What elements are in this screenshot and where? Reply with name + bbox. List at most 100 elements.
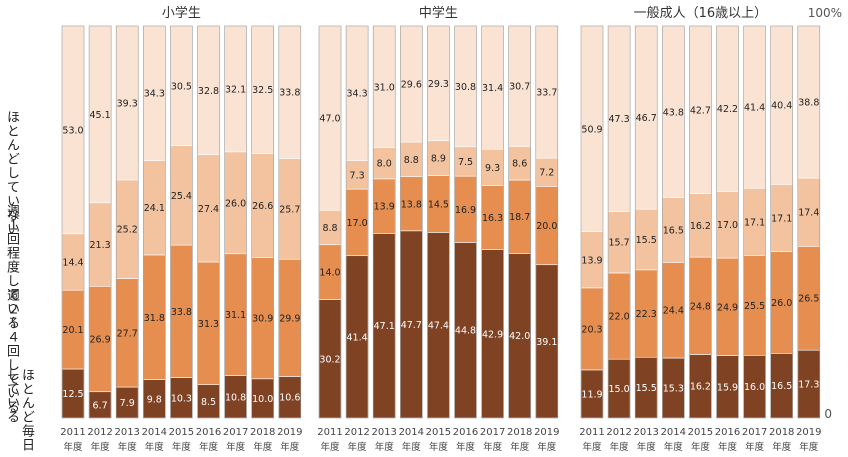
data-label: 8.0	[377, 159, 392, 170]
bar-outline	[143, 25, 166, 419]
tick-label-year: 2011	[317, 427, 342, 438]
data-label: 34.3	[144, 89, 165, 100]
data-label: 16.9	[455, 205, 476, 216]
data-label: 7.3	[350, 170, 365, 181]
legend-label-nearly-none: ほとんどしていない	[4, 110, 19, 236]
data-label: 10.3	[171, 393, 192, 404]
data-label: 34.3	[347, 89, 368, 100]
tick-label-suffix: 年度	[402, 441, 422, 453]
tick-label-year: 2012	[344, 427, 369, 438]
bar-outline	[345, 25, 369, 419]
bar-outline	[278, 25, 302, 419]
data-label: 17.3	[798, 380, 819, 391]
panel-title: 小学生	[162, 5, 201, 21]
tick-label-suffix: 年度	[429, 441, 449, 453]
bar-outline	[224, 25, 247, 419]
data-label: 10.0	[252, 394, 273, 405]
data-label: 32.5	[252, 85, 273, 96]
data-label: 32.1	[225, 84, 246, 95]
tick-label-year: 2011	[579, 427, 604, 438]
data-label: 16.2	[690, 221, 711, 232]
tick-label-year: 2014	[661, 427, 686, 438]
data-label: 30.9	[252, 314, 273, 325]
data-label: 26.0	[771, 298, 792, 309]
data-label: 29.3	[428, 79, 449, 90]
bar-outline	[454, 25, 477, 419]
data-label: 17.1	[744, 217, 765, 228]
tick-label-suffix: 年度	[456, 441, 476, 453]
tick-label-suffix: 年度	[348, 441, 368, 453]
data-label: 53.0	[62, 125, 83, 136]
data-label: 33.8	[279, 88, 300, 99]
tick-label-suffix: 年度	[483, 441, 503, 453]
data-label: 24.1	[144, 203, 165, 214]
data-label: 25.4	[171, 191, 192, 202]
tick-label-suffix: 年度	[172, 441, 192, 453]
tick-label-year: 2016	[453, 427, 478, 438]
tick-label-suffix: 年度	[799, 441, 819, 453]
data-label: 17.0	[347, 218, 368, 229]
data-label: 30.8	[455, 82, 476, 93]
data-label: 8.6	[512, 159, 527, 170]
data-label: 31.4	[482, 83, 503, 94]
bar-outline	[689, 25, 712, 419]
tick-label-suffix: 年度	[745, 441, 765, 453]
tick-label-year: 2013	[633, 427, 658, 438]
bar-outline	[88, 25, 112, 419]
data-label: 21.3	[90, 240, 111, 251]
data-label: 31.8	[144, 313, 165, 324]
data-label: 11.9	[581, 389, 602, 400]
bar-outline	[535, 25, 559, 419]
data-label: 26.0	[225, 198, 246, 209]
data-label: 14.0	[319, 268, 340, 279]
data-label: 7.5	[458, 157, 473, 168]
tick-label-suffix: 年度	[691, 441, 711, 453]
tick-label-suffix: 年度	[253, 441, 273, 453]
data-label: 24.8	[690, 301, 711, 312]
data-label: 20.1	[62, 325, 83, 336]
data-label: 46.7	[636, 113, 657, 124]
data-label: 8.8	[404, 155, 419, 166]
data-label: 29.6	[401, 80, 422, 91]
legend-label-daily: ほとんど毎日している	[4, 368, 34, 452]
bar-outline	[770, 25, 794, 419]
data-label: 14.4	[62, 257, 83, 268]
axis-label-0: 0	[824, 407, 832, 421]
tick-label-year: 2011	[60, 427, 85, 438]
data-label: 26.5	[798, 294, 819, 305]
data-label: 10.6	[279, 393, 300, 404]
data-label: 16.5	[663, 226, 684, 237]
tick-label-year: 2014	[399, 427, 424, 438]
data-label: 43.8	[663, 107, 684, 118]
tick-label-year: 2012	[87, 427, 112, 438]
data-label: 30.7	[509, 82, 530, 93]
bar-outline	[580, 25, 604, 419]
data-label: 16.5	[771, 381, 792, 392]
tick-label-year: 2015	[426, 427, 451, 438]
data-label: 40.4	[771, 101, 792, 112]
tick-label-year: 2016	[196, 427, 221, 438]
data-label: 45.1	[90, 110, 111, 121]
bar-outline	[251, 25, 274, 419]
data-label: 31.3	[198, 319, 219, 330]
data-label: 22.3	[636, 309, 657, 320]
bar-outline	[508, 25, 532, 419]
data-label: 15.5	[636, 235, 657, 246]
tick-label-suffix: 年度	[63, 441, 83, 453]
tick-label-suffix: 年度	[537, 441, 557, 453]
data-label: 22.0	[609, 312, 630, 323]
data-label: 26.6	[252, 201, 273, 212]
data-label: 25.2	[117, 225, 138, 236]
data-label: 17.1	[771, 213, 792, 224]
tick-label-year: 2017	[742, 427, 767, 438]
bar-outline	[481, 25, 504, 419]
bar-outline	[170, 25, 193, 419]
bar-outline	[427, 25, 450, 419]
data-label: 25.5	[744, 301, 765, 312]
legend-label-2to4: 週２～４回している	[4, 288, 19, 414]
tick-label-year: 2019	[796, 427, 821, 438]
data-label: 7.9	[120, 398, 135, 409]
tick-label-year: 2015	[688, 427, 713, 438]
data-label: 16.0	[744, 382, 765, 393]
